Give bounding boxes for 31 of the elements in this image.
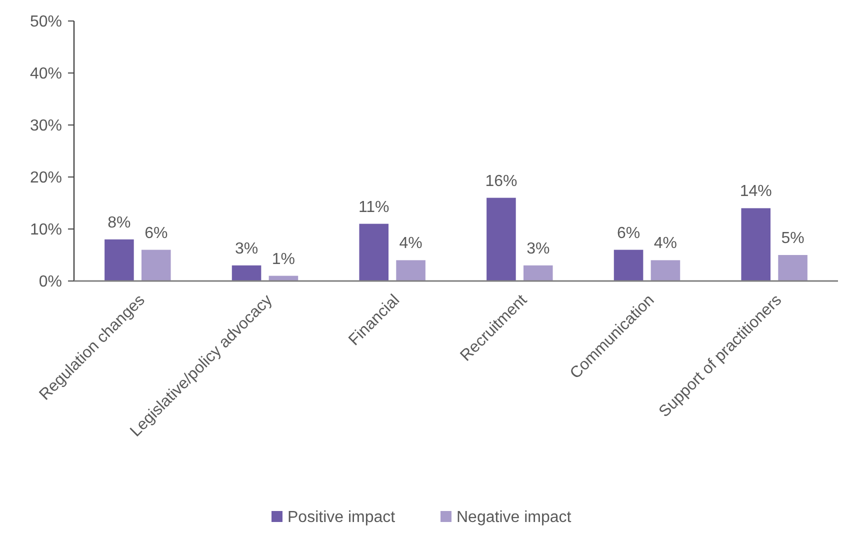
- bar: [141, 250, 171, 281]
- data-label: 4%: [399, 235, 422, 252]
- data-label: 3%: [526, 240, 550, 258]
- y-tick-label: 40%: [30, 66, 62, 83]
- y-tick-label: 30%: [30, 118, 62, 135]
- bar: [232, 265, 262, 281]
- data-label: 11%: [358, 198, 390, 216]
- data-label: 1%: [272, 250, 296, 268]
- bar: [396, 260, 426, 281]
- y-tick-label: 0%: [38, 274, 62, 291]
- bar: [778, 255, 808, 281]
- y-tick-label: 10%: [30, 222, 62, 239]
- y-tick-label: 50%: [30, 14, 62, 31]
- data-label: 5%: [781, 230, 804, 247]
- data-label: 14%: [740, 183, 772, 200]
- data-label: 16%: [485, 172, 518, 190]
- data-label: 8%: [108, 214, 131, 232]
- bar: [650, 260, 680, 281]
- bar: [486, 198, 516, 281]
- data-label: 4%: [654, 235, 678, 252]
- bar: [523, 265, 553, 281]
- data-label: 6%: [616, 224, 640, 242]
- data-label: 3%: [234, 240, 258, 258]
- legend-label: Positive impact: [288, 509, 396, 526]
- legend-label: Negative impact: [456, 509, 572, 526]
- bar: [359, 224, 389, 281]
- bar: [104, 239, 134, 281]
- y-tick-label: 20%: [30, 170, 62, 187]
- bar: [741, 208, 771, 281]
- data-label: 6%: [144, 224, 168, 242]
- bar: [614, 250, 644, 281]
